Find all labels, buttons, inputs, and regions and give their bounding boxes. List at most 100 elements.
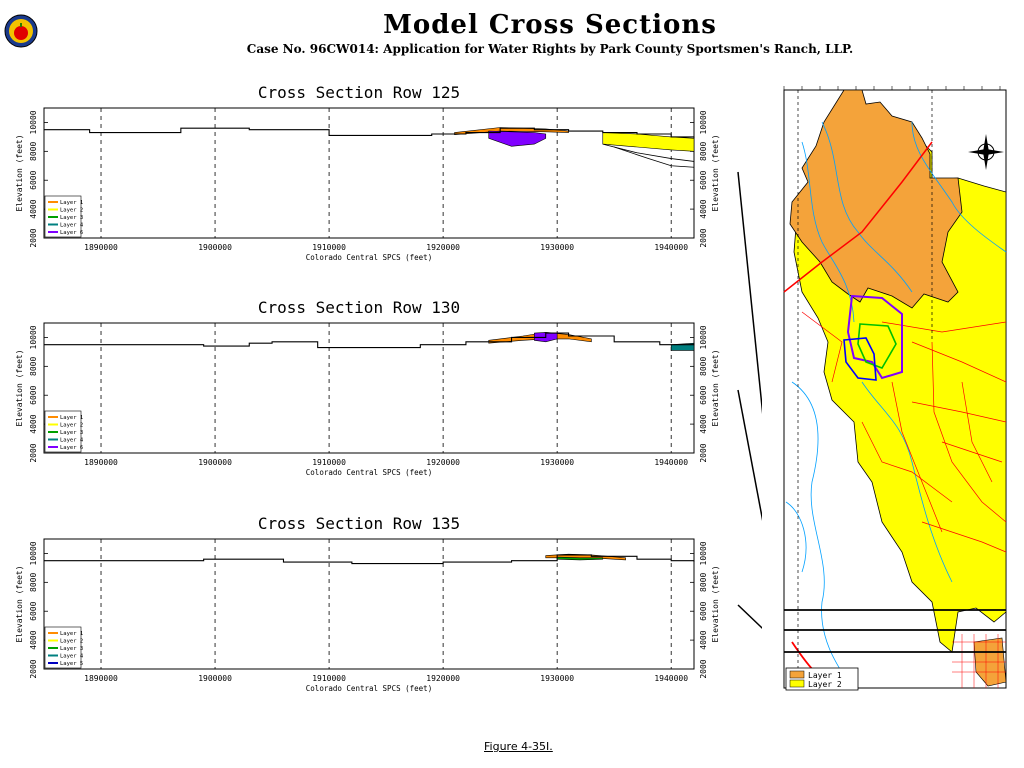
ground-surface-line [44, 127, 695, 139]
map-outline-layer6 [846, 294, 903, 380]
y-tick-label: 4000 [29, 630, 38, 649]
page-subtitle: Case No. 96CW014: Application for Water … [246, 42, 854, 56]
location-map: Layer 1 Layer 2 [762, 82, 1020, 704]
legend-label: Layer 4 [60, 654, 84, 660]
x-tick-label: 1890000 [84, 458, 118, 467]
y-tick-label: 10000 [29, 325, 38, 349]
x-tick-label: 1900000 [198, 243, 232, 252]
y-axis-label-right: Elevation (feet) [711, 565, 720, 642]
y-tick-label-right: 10000 [699, 541, 708, 565]
y-tick-label-right: 6000 [699, 601, 708, 620]
layer-band-layer-3 [556, 556, 604, 561]
x-tick-label: 1940000 [654, 458, 688, 467]
map-ticks [783, 86, 1001, 90]
y-tick-label: 4000 [29, 199, 38, 218]
legend-label: Layer 3 [60, 215, 83, 221]
ground-surface-line [44, 554, 695, 565]
layer-boundary-line [614, 146, 695, 168]
map-streams [785, 121, 1007, 689]
y-tick-label: 8000 [29, 142, 38, 161]
x-tick-label: 1890000 [84, 243, 118, 252]
ground-surface-line [44, 332, 695, 349]
map-legend-swatch-layer1 [789, 670, 805, 679]
y-axis-label-right: Elevation (feet) [711, 134, 720, 211]
map-legend-label-layer2: Layer 2 [808, 680, 842, 689]
y-tick-label-right: 8000 [699, 357, 708, 376]
y-tick-label: 2000 [29, 443, 38, 462]
y-tick-label-right: 2000 [699, 443, 708, 462]
y-tick-label-right: 6000 [699, 170, 708, 189]
chart-title: Cross Section Row 135 [258, 514, 460, 533]
legend-label: Layer 2 [60, 423, 83, 429]
cross-section-chart-row-130: Cross Section Row 130 1890000 1900000 19100… [15, 298, 720, 477]
figure-caption: Figure 4-35I. [484, 740, 553, 753]
cross-section-chart-row-125: Cross Section Row 125 1890000 1900000 19100… [15, 83, 720, 262]
y-tick-label: 10000 [29, 110, 38, 134]
map-legend-swatch-layer2 [789, 679, 805, 688]
x-tick-label: 1930000 [540, 458, 574, 467]
x-tick-label: 1910000 [312, 674, 346, 683]
cross-section-chart-row-135: Cross Section Row 135 1890000 1900000 19100… [15, 514, 720, 693]
y-axis-label: Elevation (feet) [15, 134, 24, 211]
legend-label: Layer 4 [60, 223, 84, 229]
y-tick-label: 4000 [29, 414, 38, 433]
x-axis-label: Colorado Central SPCS (feet) [306, 253, 432, 262]
legend-label: Layer 2 [60, 208, 83, 214]
y-tick-label: 8000 [29, 573, 38, 592]
x-tick-label: 1890000 [84, 674, 118, 683]
legend-label: Layer 3 [60, 430, 83, 436]
y-axis-label-right: Elevation (feet) [711, 349, 720, 426]
y-tick-label-right: 8000 [699, 573, 708, 592]
y-tick-label-right: 2000 [699, 659, 708, 678]
plot-frame [43, 107, 695, 239]
map-roads [783, 141, 1007, 689]
y-tick-label: 6000 [29, 170, 38, 189]
x-tick-label: 1930000 [540, 243, 574, 252]
chart-title: Cross Section Row 125 [258, 83, 460, 102]
x-axis-label: Colorado Central SPCS (feet) [306, 468, 432, 477]
x-tick-label: 1930000 [540, 674, 574, 683]
map-road-grid [952, 634, 1006, 688]
legend-label: Layer 5 [60, 661, 83, 667]
legend-label: Layer 6 [60, 230, 83, 236]
map-legend-label-layer1: Layer 1 [808, 671, 842, 680]
plot-frame [43, 538, 695, 670]
legend-label: Layer 1 [60, 631, 83, 637]
x-tick-label: 1920000 [426, 458, 460, 467]
y-tick-label-right: 4000 [699, 414, 708, 433]
x-tick-label: 1920000 [426, 674, 460, 683]
y-tick-label: 10000 [29, 541, 38, 565]
x-tick-label: 1920000 [426, 243, 460, 252]
map-outline-layer5 [843, 337, 877, 381]
layer-boundary-line [602, 143, 695, 162]
x-tick-label: 1910000 [312, 458, 346, 467]
legend-label: Layer 6 [60, 445, 83, 451]
layer-band-layer-6 [488, 130, 547, 147]
y-axis-label: Elevation (feet) [15, 565, 24, 642]
chart-title: Cross Section Row 130 [258, 298, 460, 317]
y-tick-label: 8000 [29, 357, 38, 376]
y-tick-label-right: 6000 [699, 385, 708, 404]
x-tick-label: 1900000 [198, 674, 232, 683]
x-tick-label: 1900000 [198, 458, 232, 467]
y-tick-label: 2000 [29, 228, 38, 247]
y-tick-label-right: 10000 [699, 325, 708, 349]
legend-label: Layer 1 [60, 415, 83, 421]
legend-label: Layer 2 [60, 639, 83, 645]
y-tick-label-right: 4000 [699, 199, 708, 218]
map-outline-layer3 [857, 323, 897, 369]
north-arrow-icon [968, 134, 1004, 170]
x-axis-label: Colorado Central SPCS (feet) [306, 684, 432, 693]
y-tick-label: 2000 [29, 659, 38, 678]
y-tick-label-right: 10000 [699, 110, 708, 134]
y-tick-label-right: 4000 [699, 630, 708, 649]
logo-seal [4, 14, 38, 48]
x-tick-label: 1910000 [312, 243, 346, 252]
legend-label: Layer 4 [60, 438, 84, 444]
page-title: Model Cross Sections [383, 10, 717, 40]
y-axis-label: Elevation (feet) [15, 349, 24, 426]
plot-frame [43, 322, 695, 454]
legend-label: Layer 3 [60, 646, 83, 652]
y-tick-label: 6000 [29, 601, 38, 620]
y-tick-label-right: 8000 [699, 142, 708, 161]
